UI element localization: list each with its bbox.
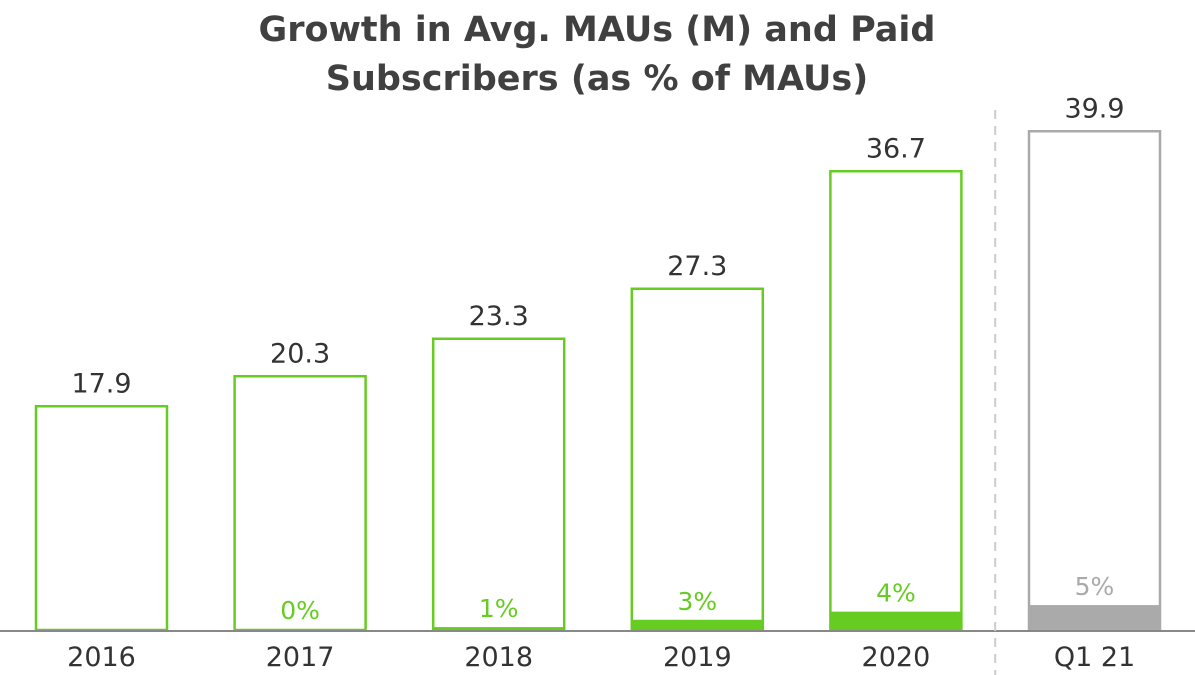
bar-mau-2019 [630, 287, 765, 632]
value-label-q1-21: 39.9 [1064, 93, 1124, 124]
bar-mau-2017 [233, 375, 367, 632]
bar-mau-q1-21 [1027, 130, 1162, 632]
value-label-2020: 36.7 [866, 133, 926, 164]
value-label-2018: 23.3 [469, 301, 529, 332]
category-label-2016: 2016 [67, 642, 136, 673]
value-label-2016: 17.9 [71, 368, 131, 399]
bar-paid-q1-21 [1029, 605, 1160, 630]
bar-mau-2020 [829, 170, 963, 632]
category-label-2017: 2017 [266, 642, 335, 673]
paid-label-q1-21: 5% [1075, 572, 1115, 601]
value-label-2017: 20.3 [270, 338, 330, 369]
bar-paid-2018 [433, 627, 565, 630]
bar-mau-2016 [34, 405, 169, 632]
paid-label-2017: 0% [280, 596, 320, 625]
paid-label-2019: 3% [677, 587, 717, 616]
category-label-q1-21: Q1 21 [1054, 642, 1135, 673]
chart-title-line-2: Subscribers (as % of MAUs) [326, 59, 869, 99]
bar-paid-2020 [830, 611, 962, 630]
category-label-2018: 2018 [464, 642, 533, 673]
bar-mau-2018 [431, 337, 566, 632]
chart-title-line-1: Growth in Avg. MAUs (M) and Paid [259, 10, 936, 50]
paid-label-2018: 1% [479, 594, 519, 623]
category-label-2020: 2020 [862, 642, 931, 673]
paid-label-2020: 4% [876, 579, 916, 608]
value-label-2019: 27.3 [667, 251, 727, 282]
bar-paid-2019 [631, 619, 763, 630]
category-label-2019: 2019 [663, 642, 732, 673]
